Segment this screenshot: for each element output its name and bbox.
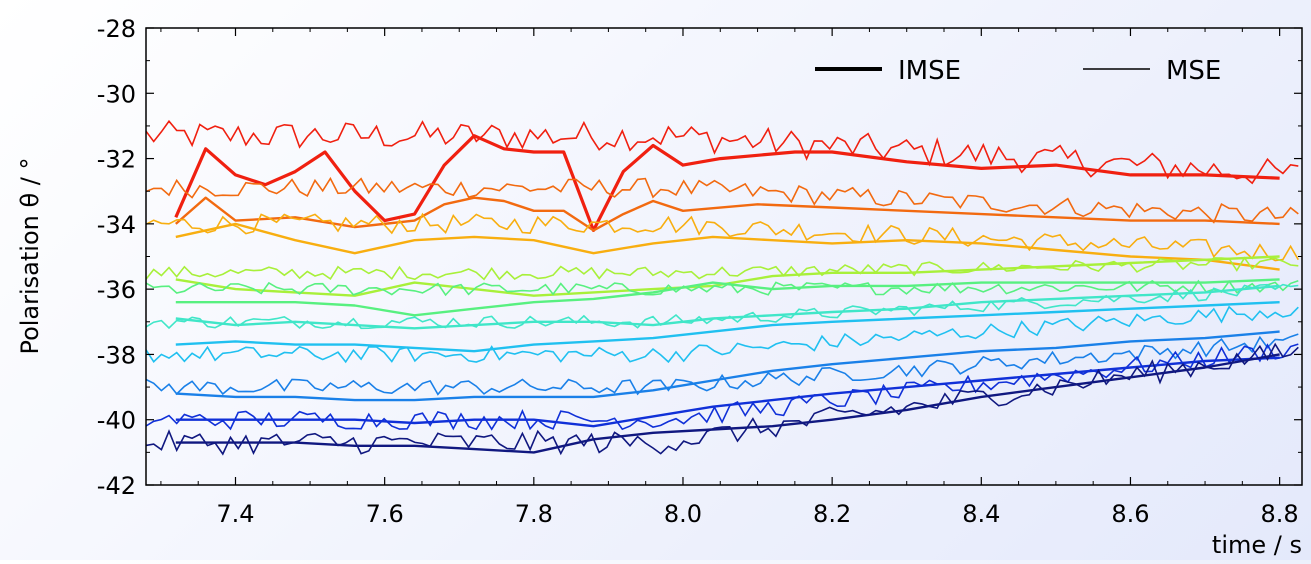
y-tick-label: -30 [97,80,136,108]
x-tick-label: 8.6 [1111,500,1149,528]
mse-series-2 [145,176,1299,224]
mse-series-3 [145,212,1299,262]
x-tick-label: 8.2 [813,500,851,528]
mse-series-6 [145,283,1299,330]
legend-label-imse: IMSE [898,56,961,86]
x-tick-label: 8.4 [962,500,1000,528]
y-tick-label: -28 [97,15,136,43]
y-axis-label: Polarisation θ / ° [16,157,44,354]
mse-series-1 [145,119,1299,185]
x-tick-label: 8.8 [1261,500,1299,528]
imse-series-3 [175,222,1280,271]
x-tick-label: 8.0 [664,500,702,528]
y-tick-label: -40 [97,407,136,435]
imse-series-10 [175,353,1280,454]
mse-series-5 [145,279,1299,297]
mse-series-7 [145,305,1299,364]
y-tick-label: -32 [97,146,136,174]
legend: IMSE MSE [815,56,1221,86]
y-tick-label: -36 [97,276,136,304]
imse-series-8 [175,330,1280,402]
x-tick-label: 7.4 [216,500,254,528]
x-axis-label: time / s [1212,531,1302,559]
mse-series-4 [145,256,1299,281]
imse-series-9 [175,356,1280,428]
y-tick-label: -34 [97,211,136,239]
imse-series-6 [175,284,1280,330]
mse-series-8 [145,333,1299,396]
y-tick-label: -38 [97,341,136,369]
x-tick-label: 7.8 [515,500,553,528]
mse-series-9 [145,343,1299,431]
imse-series-5 [175,278,1280,317]
y-tick-label: -42 [97,472,136,500]
imse-series-7 [175,301,1280,353]
legend-label-mse: MSE [1166,56,1221,86]
x-tick-label: 7.6 [366,500,404,528]
imse-series-1 [174,134,1280,232]
imse-series-2 [175,196,1280,232]
tick-layer: -28 -30 -32 -34 -36 -38 -40 -42 7.4 7.6 7.8 8.0 8.2 8… [97,15,1302,528]
series-layer [145,119,1299,456]
